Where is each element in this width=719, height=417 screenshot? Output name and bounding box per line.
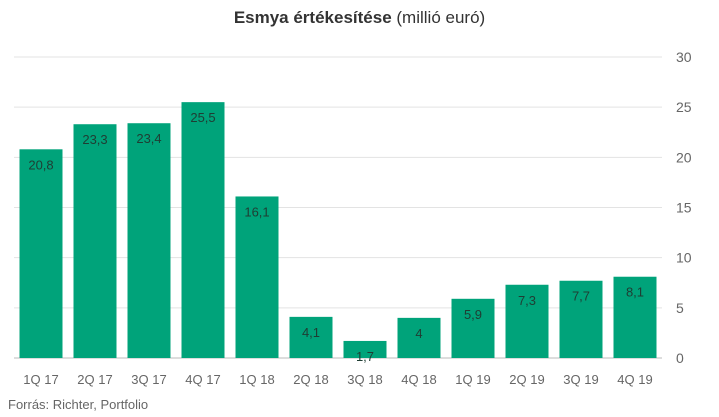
bar-value-label: 5,9 [464,307,482,322]
bar-value-label: 16,1 [244,204,269,219]
x-tick-label: 4Q 17 [185,372,220,387]
y-tick-label: 5 [676,300,684,316]
y-tick-label: 20 [676,149,692,165]
bar [613,276,657,358]
chart-title-bold: Esmya értékesítése [233,8,392,27]
bar-value-label: 25,5 [190,110,215,125]
x-tick-label: 1Q 19 [455,372,490,387]
bar [451,298,495,358]
source-note: Forrás: Richter, Portfolio [8,397,149,412]
bar-value-label: 7,7 [572,289,590,304]
bar [559,280,603,358]
bar-value-label: 8,1 [626,285,644,300]
y-tick-label: 25 [676,99,692,115]
bar-value-label: 20,8 [28,157,53,172]
x-tick-label: 3Q 17 [131,372,166,387]
bar [343,340,387,358]
y-tick-label: 0 [676,350,684,366]
x-tick-label: 3Q 18 [347,372,382,387]
bar-value-label: 1,7 [356,349,374,364]
bar [235,196,279,358]
bar [127,123,171,358]
y-tick-label: 10 [676,250,692,266]
bar-value-label: 23,3 [82,132,107,147]
chart-title: Esmya értékesítése (millió euró) [0,8,719,28]
chart-title-unit: (millió euró) [396,8,486,27]
x-tick-label: 2Q 19 [509,372,544,387]
x-tick-label: 1Q 17 [23,372,58,387]
x-tick-label: 4Q 19 [617,372,652,387]
x-tick-label: 2Q 17 [77,372,112,387]
bar [181,102,225,359]
x-tick-label: 4Q 18 [401,372,436,387]
bar [505,284,549,358]
x-tick-label: 1Q 18 [239,372,274,387]
bar [397,317,441,358]
bar-value-label: 7,3 [518,293,536,308]
bar-value-label: 4,1 [302,325,320,340]
x-tick-label: 3Q 19 [563,372,598,387]
y-tick-label: 30 [676,49,692,65]
bar [19,149,63,358]
bar-value-label: 23,4 [136,131,161,146]
y-tick-label: 15 [676,200,692,216]
bar [289,316,333,358]
bar [73,124,117,359]
bar-value-label: 4 [415,326,422,341]
x-tick-label: 2Q 18 [293,372,328,387]
